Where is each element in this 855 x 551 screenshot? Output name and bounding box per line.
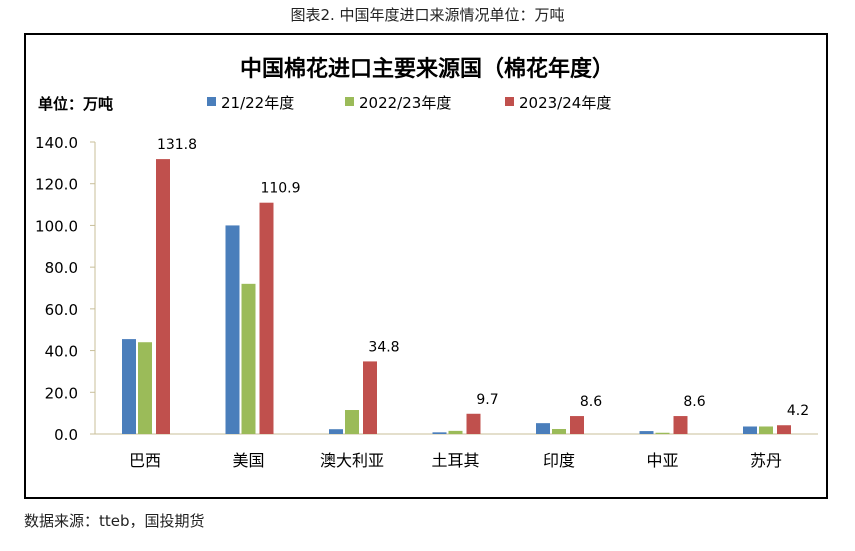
data-label: 8.6 [683,394,705,410]
bar [432,432,447,434]
bar [536,423,550,434]
chart-frame [24,33,828,499]
legend-label: 21/22年度 [221,94,294,112]
bar [673,416,688,434]
bar [466,413,481,434]
bar [759,426,773,434]
y-tick-label: 120.0 [35,176,78,194]
x-tick-label: 美国 [232,451,264,470]
y-tick-label: 40.0 [45,343,78,361]
bar [138,342,152,434]
y-tick-label: 140.0 [35,134,78,152]
y-tick-label: 100.0 [35,217,78,235]
y-tick-label: 60.0 [45,301,78,319]
data-label: 9.7 [476,392,498,408]
bar [777,425,791,434]
bar [743,426,757,434]
bar [570,416,584,434]
source-note: 数据来源：tteb，国投期货 [24,512,205,530]
data-label: 8.6 [580,394,602,410]
bar [655,432,670,434]
x-tick-label: 印度 [543,451,575,470]
legend-swatch [207,97,216,106]
bar [345,410,359,434]
x-tick-label: 土耳其 [431,451,479,470]
bar [241,283,256,434]
x-tick-label: 巴西 [129,451,161,470]
y-tick-label: 80.0 [45,259,78,277]
x-tick-label: 中亚 [646,451,678,470]
legend-swatch [345,97,354,106]
figure-caption: 图表2. 中国年度进口来源情况单位：万吨 [290,6,565,24]
bar [156,159,170,435]
data-label: 4.2 [787,403,809,419]
bar [259,202,274,434]
data-label: 34.8 [368,339,399,355]
bar [639,431,654,434]
legend-swatch [505,97,514,106]
bar [363,361,377,434]
legend-label: 2023/24年度 [519,94,611,112]
data-label: 110.9 [260,181,300,197]
y-tick-label: 0.0 [54,426,78,444]
bar [122,339,136,434]
x-tick-label: 澳大利亚 [320,451,384,470]
chart-title: 中国棉花进口主要来源国（棉花年度） [240,56,614,82]
bar [552,428,566,434]
y-tick-label: 20.0 [45,384,78,402]
data-label: 131.8 [157,137,197,153]
bar [225,225,240,434]
bar [329,429,343,434]
x-tick-label: 苏丹 [750,451,782,470]
bar [448,430,463,434]
legend-label: 2022/23年度 [359,94,451,112]
unit-label: 单位：万吨 [38,95,113,113]
